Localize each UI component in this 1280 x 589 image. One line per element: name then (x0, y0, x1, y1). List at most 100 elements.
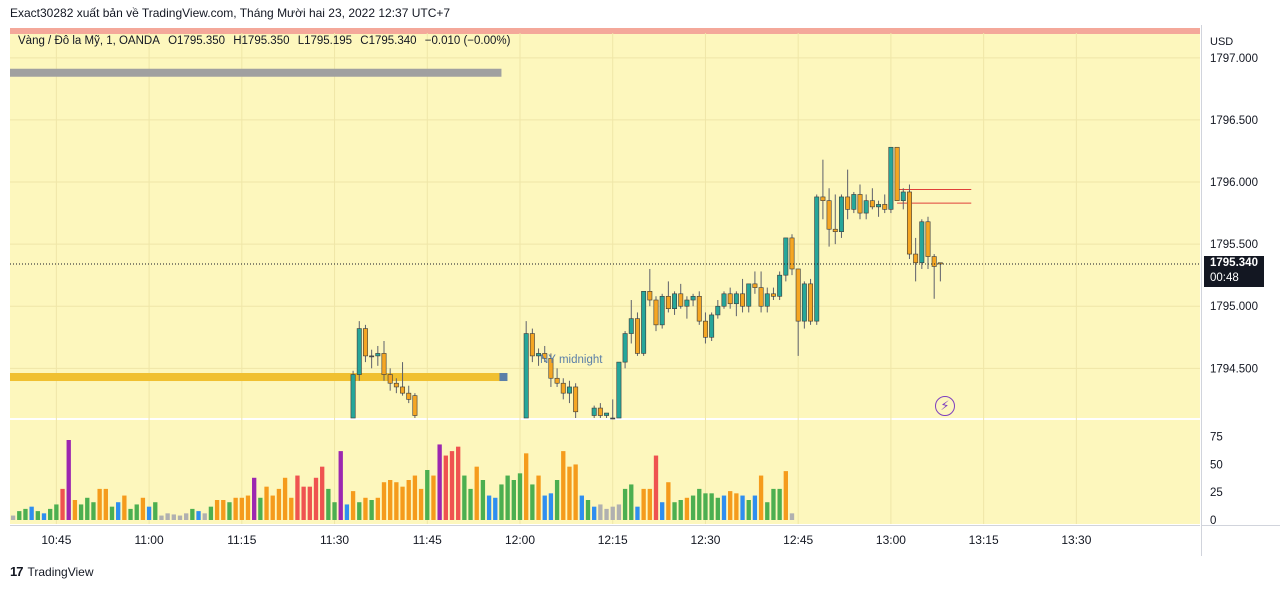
volume-pane[interactable] (10, 420, 1200, 524)
candle-body (845, 196, 851, 210)
price-pane[interactable] (10, 33, 1200, 418)
candle-body (876, 204, 882, 208)
volume-bar (666, 482, 671, 520)
volume-bar (678, 500, 683, 520)
footer-brand[interactable]: 17 TradingView (10, 564, 94, 579)
volume-bar (23, 508, 28, 520)
candle-body (362, 328, 368, 357)
candle-body (851, 194, 857, 210)
candle-body (770, 293, 776, 297)
volume-bar (524, 453, 529, 520)
time-tick-label: 10:45 (41, 533, 71, 547)
volume-bar (474, 466, 479, 520)
volume-bar (715, 497, 720, 520)
volume-bar (690, 495, 696, 520)
volume-bar (703, 493, 708, 520)
candle-body (690, 295, 696, 301)
axis-corner (1201, 525, 1280, 556)
volume-bar (734, 493, 739, 520)
time-tick-label: 12:00 (505, 533, 535, 547)
legend-symbol: Vàng / Đô la Mỹ, 1, OANDA (18, 35, 160, 47)
time-tick-label: 12:30 (690, 533, 720, 547)
volume-bar (443, 455, 448, 520)
tradingview-logo-icon: 17 (10, 564, 24, 579)
volume-bar (190, 508, 195, 520)
volume-bar (511, 480, 516, 520)
volume-bar (357, 502, 362, 520)
volume-bar (660, 502, 665, 520)
brand-text: TradingView (27, 564, 94, 579)
volume-bar (233, 497, 238, 520)
volume-bar (468, 488, 473, 520)
candle-body (789, 237, 795, 270)
volume-bar (598, 504, 603, 520)
candle-body (702, 320, 708, 338)
last-price-tag: 1795.340 00:48 (1204, 256, 1264, 287)
volume-bar (134, 504, 139, 520)
time-axis[interactable] (10, 525, 1200, 556)
volume-bar (548, 493, 554, 520)
candle-body (906, 191, 912, 255)
time-tick-label: 11:45 (413, 533, 442, 547)
publisher-text: Exact30282 xuất bản về TradingView.com, … (10, 6, 451, 20)
ny-midnight-marker (499, 373, 508, 382)
candle-body (400, 386, 406, 394)
volume-tick-label: 50 (1210, 459, 1223, 471)
volume-bar (412, 475, 418, 520)
volume-bar (684, 497, 690, 520)
candle-body (542, 353, 548, 359)
candle-body (746, 283, 752, 307)
volume-bar (35, 511, 40, 520)
volume-bar (165, 513, 170, 520)
volume-bar (109, 506, 115, 520)
candle-body (381, 353, 387, 375)
time-tick-label: 12:15 (598, 533, 628, 547)
volume-bar (301, 486, 306, 520)
candle-body (913, 253, 919, 264)
candle-body (684, 299, 690, 307)
candle-body (925, 221, 931, 257)
price-tick-label: 1796.500 (1210, 115, 1258, 127)
candle-body (678, 293, 684, 307)
candle-body (628, 318, 634, 334)
candle-body (523, 333, 529, 419)
volume-bar (97, 488, 102, 520)
volume-bar (400, 486, 405, 520)
volume-bar (29, 506, 34, 520)
volume-bar (536, 475, 541, 520)
price-tick-label: 1794.500 (1210, 363, 1258, 375)
volume-bar (153, 502, 158, 520)
time-tick-label: 11:15 (227, 533, 256, 547)
volume-bar (289, 497, 294, 520)
top-range-band (10, 28, 1200, 34)
volume-bar (72, 500, 78, 520)
candle-body (412, 395, 418, 416)
candle-body (758, 287, 764, 307)
volume-bar (585, 500, 591, 520)
candle-body (801, 283, 807, 322)
volume-bar (647, 488, 652, 520)
candle-body (888, 146, 894, 210)
volume-bar (697, 488, 702, 520)
volume-bar (418, 488, 424, 520)
volume-bar (122, 495, 127, 520)
candle-body (869, 200, 875, 208)
candle-body (882, 204, 888, 210)
volume-bar (171, 514, 176, 520)
volume-bar (54, 504, 59, 520)
volume-bar (629, 484, 634, 520)
candle-body (387, 374, 393, 384)
volume-bar (771, 488, 776, 520)
candle-body (777, 274, 783, 297)
lightning-icon[interactable]: ⚡ (935, 396, 955, 416)
volume-bar (728, 491, 733, 520)
last-price-value: 1795.340 (1210, 257, 1258, 269)
candle-body (727, 293, 733, 305)
price-tick-label: 1795.500 (1210, 239, 1258, 251)
publisher-header: Exact30282 xuất bản về TradingView.com, … (10, 6, 452, 20)
volume-bar (350, 491, 356, 520)
candle-body (369, 355, 375, 358)
candle-body (764, 293, 770, 307)
volume-bar (653, 455, 659, 520)
